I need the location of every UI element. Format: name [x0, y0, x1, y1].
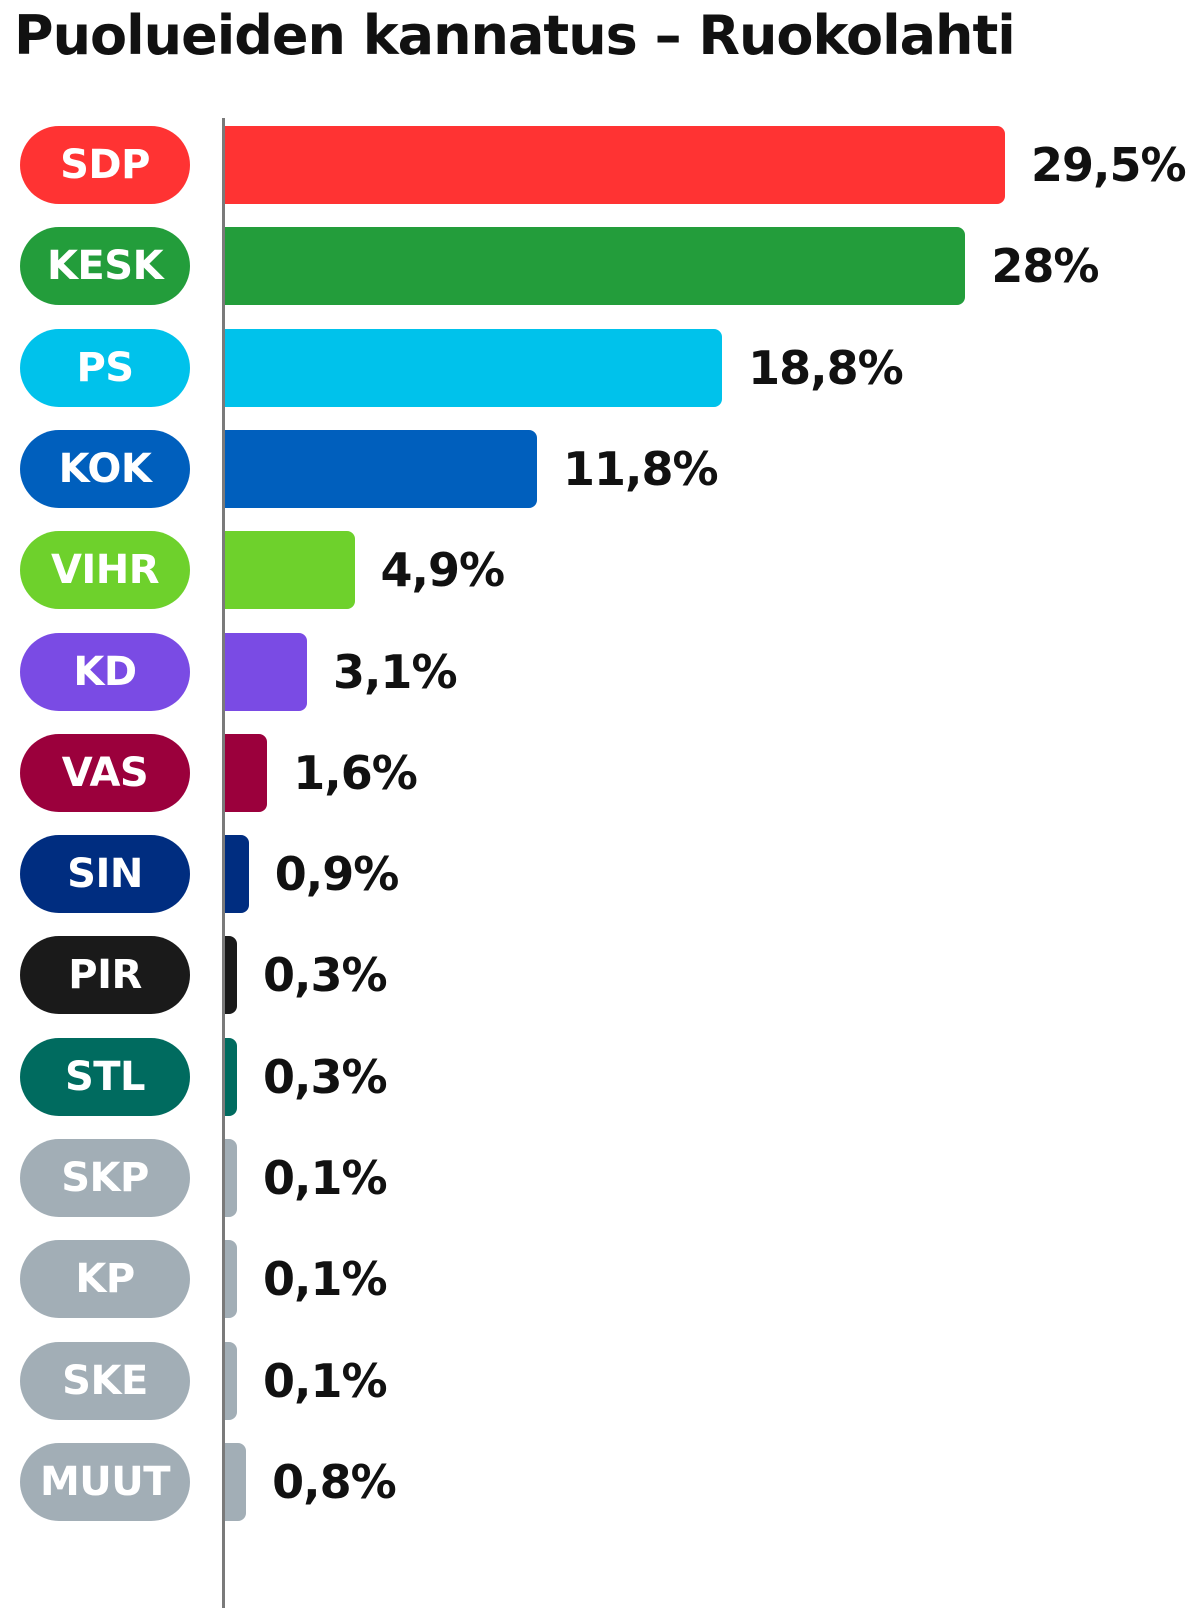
party-label-sdp: SDP — [20, 126, 190, 204]
chart-title: Puolueiden kannatus – Ruokolahti — [14, 4, 1016, 67]
bar-kok — [225, 429, 537, 508]
party-label-skp: SKP — [20, 1139, 190, 1217]
party-label-ps: PS — [20, 328, 190, 407]
party-label-sin: SIN — [20, 835, 190, 914]
value-label-vas: 1,6% — [293, 745, 418, 800]
party-label-kd: KD — [20, 632, 190, 711]
bar-skp — [225, 1139, 237, 1217]
party-label-kp: KP — [20, 1240, 190, 1319]
value-label-ps: 18,8% — [748, 340, 904, 395]
party-label-kesk: KESK — [20, 227, 190, 306]
value-label-sin: 0,9% — [274, 847, 400, 902]
bar-sin — [225, 835, 249, 914]
bar-ps — [225, 328, 723, 407]
value-label-vihr: 4,9% — [380, 543, 506, 598]
bar-ske — [225, 1341, 237, 1420]
bar-kesk — [225, 227, 966, 306]
party-label-muut: MUUT — [20, 1442, 190, 1521]
bar-pir — [225, 936, 237, 1015]
bar-vas — [225, 733, 268, 812]
party-label-kok: KOK — [20, 429, 190, 508]
value-label-skp: 0,1% — [263, 1151, 388, 1205]
bar-stl — [225, 1037, 237, 1116]
value-label-kok: 11,8% — [563, 441, 719, 496]
bar-kd — [225, 632, 307, 711]
party-label-ske: SKE — [20, 1341, 190, 1420]
value-label-sdp: 29,5% — [1031, 138, 1187, 192]
chart-axis-line — [222, 118, 225, 1608]
value-label-kesk: 28% — [991, 239, 1099, 294]
party-label-pir: PIR — [20, 936, 190, 1015]
party-label-stl: STL — [20, 1037, 190, 1116]
value-label-kp: 0,1% — [263, 1252, 388, 1307]
bar-vihr — [225, 531, 355, 610]
bar-muut — [225, 1442, 247, 1521]
value-label-pir: 0,3% — [263, 948, 388, 1003]
value-label-muut: 0,8% — [272, 1454, 397, 1509]
value-label-kd: 3,1% — [332, 644, 458, 699]
bar-kp — [225, 1240, 237, 1319]
value-label-ske: 0,1% — [263, 1353, 388, 1408]
value-label-stl: 0,3% — [263, 1049, 388, 1104]
party-label-vas: VAS — [20, 733, 190, 812]
party-label-vihr: VIHR — [20, 531, 190, 610]
bar-sdp — [225, 126, 1005, 204]
